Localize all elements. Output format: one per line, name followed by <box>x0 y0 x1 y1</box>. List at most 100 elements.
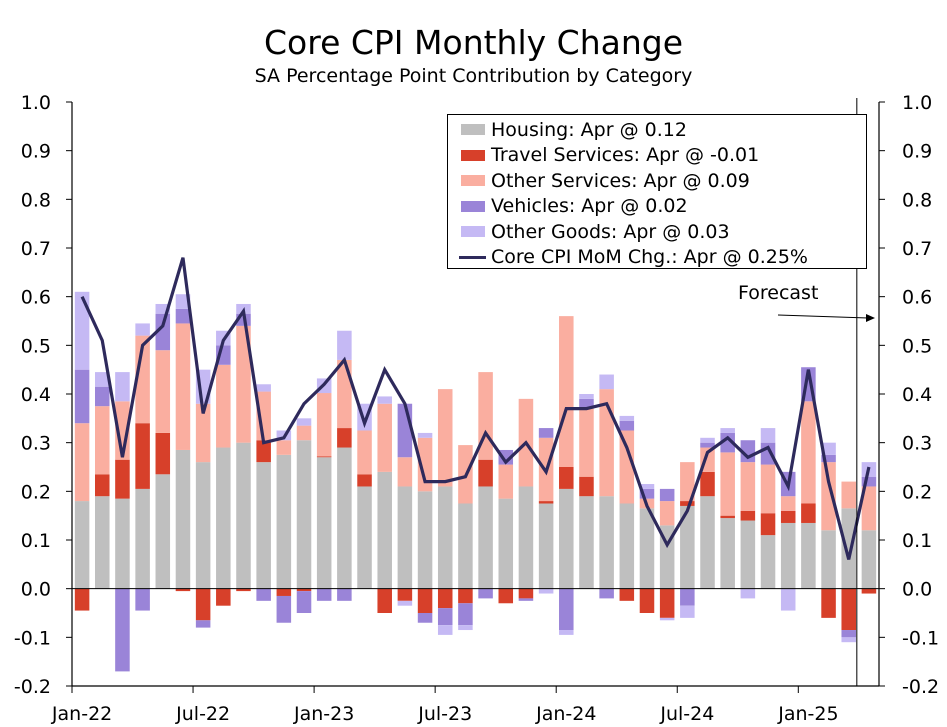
bar-other-goods-apr-23 <box>377 396 392 404</box>
bar-vehicles-apr-25 <box>861 476 877 487</box>
y-tick-label-left: 0.9 <box>21 141 51 163</box>
y-tick-label-left: 0.0 <box>21 579 51 601</box>
bar-other-goods-mar-25 <box>841 637 856 643</box>
bar-travel-services-jul-23 <box>437 588 453 609</box>
bar-travel-services-jan-23 <box>316 456 332 458</box>
bar-other-goods-feb-25 <box>821 442 836 455</box>
bar-housing-sep-24 <box>720 518 735 589</box>
bar-housing-jun-22 <box>175 449 191 589</box>
bar-housing-nov-22 <box>276 454 292 589</box>
legend-swatch-other-services <box>461 175 485 187</box>
bar-housing-oct-23 <box>498 498 514 589</box>
bar-other-services-jun-23 <box>417 437 433 492</box>
bar-travel-services-apr-23 <box>377 588 392 613</box>
bar-other-goods-apr-22 <box>135 323 150 336</box>
bar-other-services-may-22 <box>155 350 171 433</box>
bar-vehicles-mar-25 <box>841 630 856 638</box>
bar-vehicles-jul-22 <box>195 620 211 628</box>
y-tick-label-left: 0.8 <box>21 189 51 211</box>
bar-other-services-apr-25 <box>861 486 877 531</box>
bar-housing-feb-24 <box>579 496 594 589</box>
bar-housing-feb-25 <box>821 530 836 589</box>
bar-housing-mar-25 <box>841 508 856 589</box>
y-tick-label-right: 0.3 <box>902 433 932 455</box>
bar-other-goods-jun-24 <box>659 617 675 621</box>
x-tick-label-jul-24: Jul-24 <box>659 703 714 725</box>
legend-swatch-travel-services <box>461 149 485 161</box>
bar-other-goods-jan-24 <box>559 630 574 635</box>
x-tick-label-jul-22: Jul-22 <box>175 703 230 725</box>
bar-travel-services-nov-23 <box>518 588 534 599</box>
bar-vehicles-sep-23 <box>478 588 493 599</box>
bar-travel-services-jul-24 <box>680 501 695 506</box>
bar-travel-services-feb-23 <box>337 428 352 448</box>
bar-vehicles-nov-23 <box>518 598 534 601</box>
bar-travel-services-mar-23 <box>357 474 372 487</box>
y-tick-label-left: 0.1 <box>21 530 51 552</box>
bar-housing-jan-24 <box>559 488 574 589</box>
legend-swatch-housing <box>461 124 485 136</box>
bar-housing-jan-25 <box>801 522 816 589</box>
bar-housing-may-22 <box>155 474 171 589</box>
bar-travel-services-dec-24 <box>780 510 796 523</box>
bar-other-services-jan-23 <box>316 393 332 457</box>
bar-vehicles-dec-23 <box>538 428 554 438</box>
bar-travel-services-feb-22 <box>95 474 110 497</box>
legend-label-other-services: Other Services: Apr @ 0.09 <box>491 169 750 192</box>
forecast-arrow <box>777 314 869 319</box>
legend-swatch-vehicles <box>461 200 485 212</box>
bar-other-goods-may-24 <box>639 484 655 489</box>
bar-housing-jan-23 <box>316 457 332 589</box>
bar-housing-nov-24 <box>760 535 776 589</box>
bar-other-services-may-23 <box>397 457 413 487</box>
bar-vehicles-dec-22 <box>296 591 312 613</box>
bar-other-goods-jun-23 <box>417 432 433 438</box>
bar-vehicles-jul-24 <box>680 588 695 606</box>
bar-vehicles-jun-24 <box>659 488 675 502</box>
bar-travel-services-aug-23 <box>458 588 473 604</box>
bar-housing-jul-23 <box>437 486 453 589</box>
bar-travel-services-may-24 <box>639 588 655 613</box>
bar-other-goods-jul-23 <box>437 625 453 635</box>
y-tick-label-right: 0.6 <box>902 287 932 309</box>
bar-housing-may-24 <box>639 508 655 589</box>
bar-travel-services-nov-22 <box>276 588 292 596</box>
bar-housing-sep-23 <box>478 486 493 589</box>
bar-other-goods-feb-23 <box>337 330 352 360</box>
bar-other-goods-dec-23 <box>538 588 554 594</box>
y-tick-label-left: 0.3 <box>21 433 51 455</box>
bar-vehicles-jan-24 <box>559 588 574 631</box>
bar-other-goods-dec-24 <box>780 588 796 611</box>
bar-travel-services-jun-22 <box>175 588 191 592</box>
bar-travel-services-oct-22 <box>256 440 271 463</box>
bar-travel-services-apr-25 <box>861 588 877 594</box>
x-tick-label-jan-22: Jan-22 <box>51 703 112 725</box>
bar-vehicles-jul-23 <box>437 608 453 626</box>
bar-vehicles-feb-22 <box>95 386 110 407</box>
bar-other-goods-feb-22 <box>95 372 110 387</box>
y-tick-label-left: 0.2 <box>21 481 51 503</box>
bar-housing-may-23 <box>397 486 413 589</box>
bar-housing-dec-24 <box>780 522 796 589</box>
forecast-annotation: Forecast <box>738 282 819 304</box>
bar-other-goods-jul-24 <box>680 605 695 618</box>
y-tick-label-left: -0.1 <box>14 627 51 649</box>
bar-other-services-sep-24 <box>720 452 735 516</box>
bar-other-services-mar-24 <box>599 389 614 497</box>
bar-other-services-oct-23 <box>498 464 514 499</box>
legend-item-vehicles: Vehicles: Apr @ 0.02 <box>448 194 866 220</box>
bar-other-services-jan-24 <box>559 316 574 467</box>
y-tick-label-right: 0.1 <box>902 530 932 552</box>
bar-other-services-aug-22 <box>216 364 231 448</box>
bar-other-services-mar-23 <box>357 430 372 475</box>
y-tick-label-right: 0.8 <box>902 189 932 211</box>
bar-vehicles-jan-22 <box>74 369 90 424</box>
bar-travel-services-sep-24 <box>720 515 735 519</box>
bar-other-goods-dec-22 <box>296 418 312 426</box>
bar-other-services-apr-23 <box>377 403 392 472</box>
y-tick-label-left: 0.7 <box>21 238 51 260</box>
legend-label-travel-services: Travel Services: Apr @ -0.01 <box>491 144 760 167</box>
bar-vehicles-jun-22 <box>175 308 191 324</box>
bar-other-services-dec-22 <box>296 425 312 441</box>
bar-other-services-jan-25 <box>801 401 816 504</box>
